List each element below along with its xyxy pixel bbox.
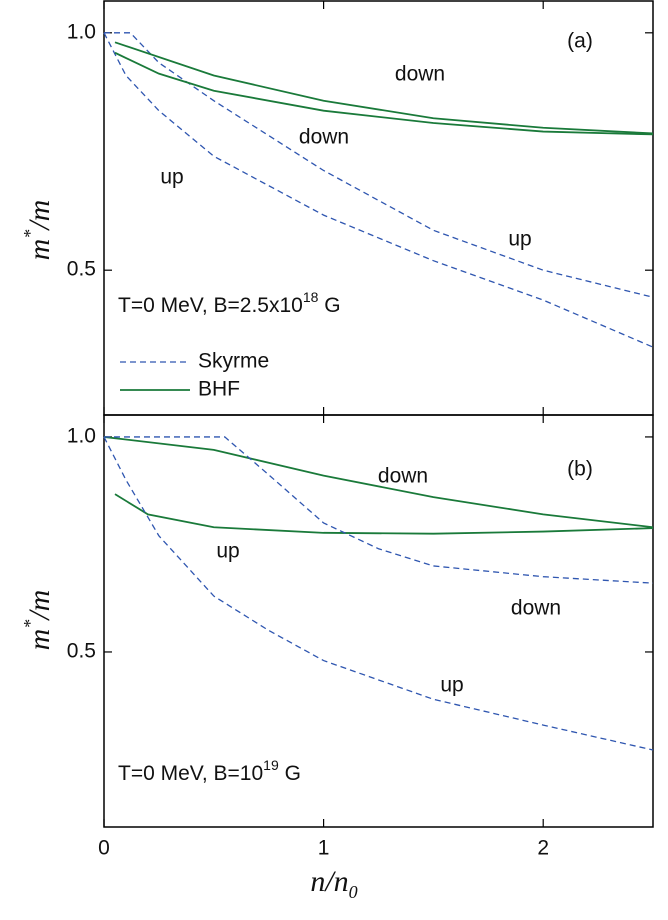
- series-line: [104, 436, 654, 584]
- text-part: m: [23, 239, 56, 261]
- text-part: G: [318, 294, 340, 317]
- plot-frame: [103, 414, 654, 828]
- curve-label: up: [440, 674, 463, 697]
- text-part: T=0 MeV, B=10: [118, 762, 263, 785]
- curve-label: down: [511, 597, 561, 620]
- series-line: [114, 41, 654, 135]
- x-tick-label: 2: [537, 837, 549, 860]
- text-part: T=0 MeV, B=2.5x10: [118, 294, 303, 317]
- curve-label: down: [378, 465, 428, 488]
- text-part: /m: [23, 590, 56, 622]
- y-axis-label: m*/m: [20, 200, 56, 261]
- x-axis-label: n/n0: [310, 865, 357, 902]
- text-part: /m: [23, 200, 56, 232]
- series-line: [114, 493, 654, 535]
- curve-label: down: [299, 126, 349, 149]
- curve-label: up: [160, 166, 183, 189]
- text-part: 19: [263, 757, 279, 773]
- x-tick-label: 1: [318, 837, 330, 860]
- curve-label: down: [395, 63, 445, 86]
- annotation: T=0 MeV, B=1019 G: [118, 757, 301, 785]
- y-axis-label: m*/m: [20, 590, 56, 651]
- y-tick-label: 0.5: [67, 258, 96, 281]
- series-line: [114, 51, 654, 136]
- annotation: T=0 MeV, B=2.5x1018 G: [118, 289, 341, 317]
- legend-label: BHF: [198, 378, 240, 401]
- text-part: 0: [349, 882, 358, 902]
- x-tick-label: 0: [98, 837, 110, 860]
- series-line: [103, 436, 654, 751]
- panel-label: (b): [567, 458, 593, 481]
- series-line: [104, 32, 654, 298]
- y-tick-label: 1.0: [67, 424, 96, 447]
- text-part: G: [279, 762, 301, 785]
- curve-label: up: [508, 228, 531, 251]
- legend-label: Skyrme: [198, 350, 269, 373]
- text-part: n/n: [310, 865, 348, 898]
- text-part: 18: [303, 289, 319, 305]
- plot-frame: [103, 0, 654, 416]
- series-line: [103, 436, 654, 529]
- text-part: *: [20, 620, 40, 629]
- text-part: *: [20, 230, 40, 239]
- y-tick-label: 1.0: [67, 20, 96, 43]
- curve-label: up: [216, 540, 239, 563]
- panel-label: (a): [567, 30, 593, 53]
- y-tick-label: 0.5: [67, 640, 96, 663]
- text-part: m: [23, 629, 56, 651]
